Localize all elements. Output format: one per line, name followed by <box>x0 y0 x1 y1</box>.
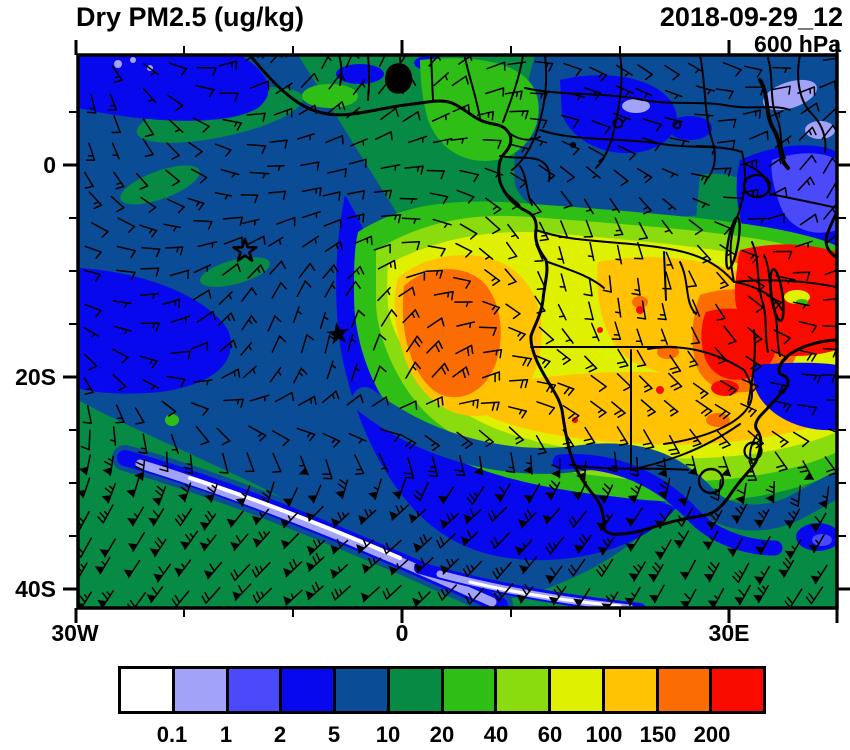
colorbar-cell <box>712 669 763 711</box>
pm25-field-layer <box>78 55 837 608</box>
y-axis-label-0: 0 <box>43 152 56 178</box>
x-axis-label-0: 0 <box>395 620 409 646</box>
plot-datetime: 2018-09-29_12 <box>659 2 843 32</box>
y-axis-label-40s: 40S <box>15 576 56 602</box>
map-frame <box>76 53 839 610</box>
x-axis-label-30e: 30E <box>708 620 750 646</box>
filled-star-storm-symbol <box>326 322 349 345</box>
plot-level: 600 hPa <box>754 31 841 57</box>
storm-symbols-layer <box>232 237 349 345</box>
colorbar-cell <box>443 669 498 711</box>
colorbar-cell <box>336 669 390 711</box>
colorbar-cell <box>121 669 175 711</box>
wind-barbs-layer <box>78 55 837 608</box>
map-plot <box>63 40 850 623</box>
colorbar-label: 2 <box>273 722 287 747</box>
x-axis-label-30w: 30W <box>51 620 99 646</box>
colorbar-label: 150 <box>639 722 677 747</box>
colorbar-cell <box>497 669 551 711</box>
plot-title: Dry PM2.5 (ug/kg) <box>76 2 305 32</box>
colorbar-cell <box>389 669 444 711</box>
coastline-layer <box>248 55 837 536</box>
y-axis-label-20s: 20S <box>15 364 56 390</box>
colorbar <box>118 666 766 714</box>
colorbar-label: 20 <box>429 722 455 747</box>
colorbar-cell <box>551 669 605 711</box>
colorbar-label: 100 <box>585 722 623 747</box>
colorbar-label: 200 <box>693 722 731 747</box>
colorbar-cell <box>282 669 336 711</box>
colorbar-label: 10 <box>375 722 401 747</box>
colorbar-label: 1 <box>219 722 233 747</box>
colorbar-label: 5 <box>327 722 341 747</box>
colorbar-cell <box>228 669 283 711</box>
open-star-storm-symbol <box>232 237 258 263</box>
colorbar-cell <box>174 669 229 711</box>
colorbar-cell <box>658 669 713 711</box>
colorbar-label: 60 <box>537 722 563 747</box>
colorbar-cell <box>604 669 659 711</box>
colorbar-label: 0.1 <box>156 722 188 747</box>
colorbar-label: 40 <box>483 722 509 747</box>
